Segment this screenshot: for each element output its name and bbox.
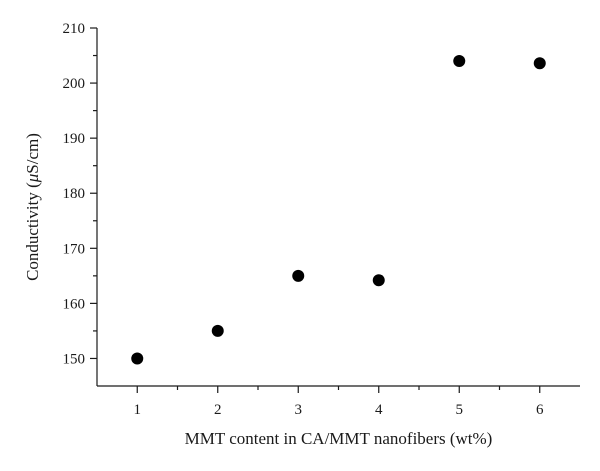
y-axis-title-suffix: S/cm) xyxy=(23,133,42,174)
y-tick-label: 170 xyxy=(63,241,86,257)
y-axis-title-mu: μ xyxy=(23,174,42,184)
y-axis-title-prefix: Conductivity ( xyxy=(23,182,42,281)
x-axis-title: MMT content in CA/MMT nanofibers (wt%) xyxy=(185,429,493,448)
y-tick-label: 160 xyxy=(63,296,86,312)
x-tick-label: 4 xyxy=(375,402,383,418)
y-tick-label: 200 xyxy=(63,76,86,92)
x-tick-label: 5 xyxy=(456,402,464,418)
data-point xyxy=(131,352,144,365)
y-tick-label: 150 xyxy=(63,351,86,367)
x-tick-label: 3 xyxy=(295,402,303,418)
data-point xyxy=(372,274,385,287)
plot-area xyxy=(97,28,580,386)
x-tick-label: 1 xyxy=(134,402,142,418)
x-tick-label: 6 xyxy=(536,402,544,418)
data-points xyxy=(131,55,546,365)
y-tick-label: 190 xyxy=(63,131,86,147)
data-point xyxy=(211,324,224,337)
data-point xyxy=(533,57,546,70)
y-axis-title: Conductivity (μS/cm) xyxy=(23,133,42,281)
y-tick-label: 180 xyxy=(63,186,86,202)
ticks xyxy=(90,27,541,393)
x-tick-label: 2 xyxy=(214,402,222,418)
y-tick-label: 210 xyxy=(63,21,86,37)
data-point xyxy=(292,269,305,282)
tick-labels: 1 2 3 4 5 6 150 160 170 180 190 200 210 xyxy=(63,21,545,418)
data-point xyxy=(453,55,466,68)
